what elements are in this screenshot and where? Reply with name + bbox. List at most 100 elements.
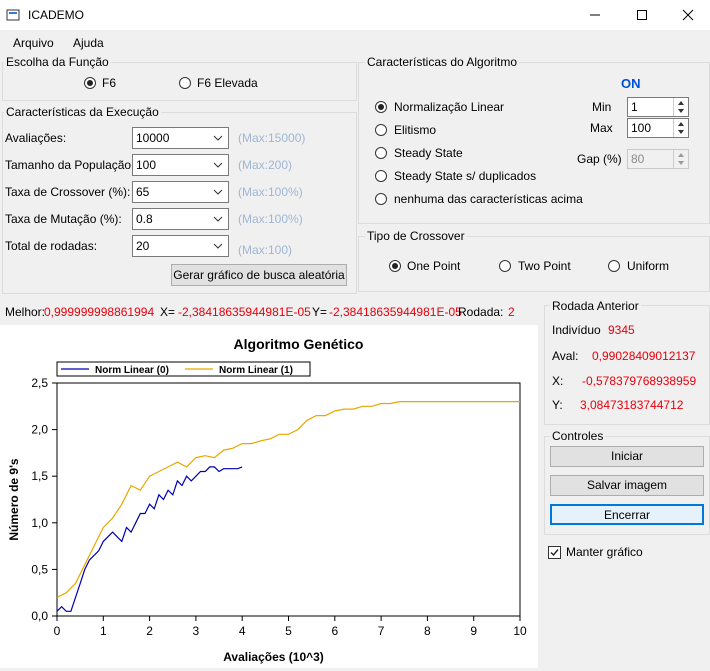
radio-elitismo[interactable] <box>375 124 387 136</box>
manter-grafico-label: Manter gráfico <box>566 545 643 559</box>
y-tick-label: 1,5 <box>31 469 48 483</box>
rodadas-hint: (Max:100) <box>238 243 293 257</box>
crossover-group-title: Tipo de Crossover <box>365 229 467 243</box>
legend-label-0: Norm Linear (0) <box>95 365 169 376</box>
populacao-value: 100 <box>136 158 157 172</box>
prev-x-value: -0,578379768938959 <box>582 374 697 388</box>
x-tick-label: 5 <box>285 624 292 638</box>
radio-f6-elevada[interactable] <box>179 77 191 89</box>
crossover-rate-hint: (Max:100%) <box>238 185 303 199</box>
x-tick-label: 7 <box>378 624 385 638</box>
rodada-label: Rodada: <box>458 305 504 319</box>
x-tick-label: 2 <box>146 624 153 638</box>
radio-nenhuma[interactable] <box>375 193 387 205</box>
y-tick-label: 1,0 <box>31 516 48 530</box>
status-x-label: X= <box>160 305 176 319</box>
maximize-button[interactable] <box>619 0 665 30</box>
rodadas-value: 20 <box>136 239 150 253</box>
algoritmo-status: ON <box>621 76 641 91</box>
y-tick-label: 2,5 <box>31 376 48 390</box>
execucao-group-title: Características da Execução <box>4 105 161 119</box>
minimize-button[interactable] <box>572 0 618 30</box>
x-tick-label: 3 <box>193 624 200 638</box>
radio-steady-state-label: Steady State <box>394 146 463 160</box>
legend-box <box>56 361 311 377</box>
salvar-imagem-button[interactable]: Salvar imagem <box>550 475 704 496</box>
x-tick-label: 10 <box>513 624 527 638</box>
radio-steady-state-sd-label: Steady State s/ duplicados <box>394 169 537 183</box>
prev-y-value: 3,08473183744712 <box>580 398 684 412</box>
avaliacoes-value: 10000 <box>136 131 170 145</box>
radio-normalizacao-label: Normalização Linear <box>394 100 505 114</box>
chart-title: Algoritmo Genético <box>234 336 364 352</box>
execucao-group <box>2 112 357 294</box>
radio-f6-elevada-label: F6 Elevada <box>197 76 258 90</box>
close-icon <box>682 9 694 21</box>
radio-one-point[interactable] <box>389 260 401 272</box>
avaliacoes-combo[interactable]: 10000 <box>132 127 229 149</box>
melhor-value: 0,999999998861994 <box>44 305 155 319</box>
chevron-down-icon <box>213 162 223 168</box>
crossover-rate-combo[interactable]: 65 <box>132 181 229 203</box>
chart-svg: Algoritmo Genético 0,0 0,5 1,0 1,5 2,0 2,5 0 1 2 3… <box>7 336 527 664</box>
menu-ajuda[interactable]: Ajuda <box>73 36 104 50</box>
close-button[interactable] <box>665 0 710 30</box>
iniciar-button[interactable]: Iniciar <box>550 446 704 467</box>
x-tick-label: 0 <box>54 624 61 638</box>
maximize-icon <box>637 10 647 20</box>
manter-grafico-checkbox[interactable] <box>548 546 561 559</box>
rodadas-combo[interactable]: 20 <box>132 235 229 257</box>
x-tick-label: 1 <box>100 624 107 638</box>
radio-f6-label: F6 <box>102 76 117 90</box>
y-tick-label: 0,5 <box>31 562 48 576</box>
avaliacoes-hint: (Max:15000) <box>238 131 306 145</box>
menu-arquivo[interactable]: Arquivo <box>13 36 54 50</box>
rodada-anterior-title: Rodada Anterior <box>550 299 641 313</box>
mutacao-combo[interactable]: 0.8 <box>132 208 229 230</box>
radio-steady-state[interactable] <box>375 147 387 159</box>
melhor-label: Melhor: <box>5 305 46 319</box>
max-spinner[interactable]: 100 <box>627 118 689 138</box>
chevron-down-icon <box>213 216 223 222</box>
checkmark-icon <box>550 549 559 557</box>
radio-one-point-label: One Point <box>407 259 461 273</box>
controles-title: Controles <box>550 429 606 443</box>
avaliacoes-label: Avaliações: <box>5 131 67 145</box>
encerrar-button[interactable]: Encerrar <box>550 504 704 525</box>
populacao-hint: (Max:200) <box>238 158 293 172</box>
mutacao-hint: (Max:100%) <box>238 212 303 226</box>
populacao-combo[interactable]: 100 <box>132 154 229 176</box>
mutacao-label: Taxa de Mutação (%): <box>5 212 122 226</box>
radio-uniform[interactable] <box>608 260 620 272</box>
rodadas-label: Total de rodadas: <box>5 239 98 253</box>
prev-y-label: Y: <box>552 398 563 412</box>
rodada-value: 2 <box>508 305 515 319</box>
chevron-down-icon <box>213 135 223 141</box>
minimize-icon <box>590 14 600 16</box>
mutacao-value: 0.8 <box>136 212 153 226</box>
legend-label-1: Norm Linear (1) <box>219 365 293 376</box>
radio-steady-state-sd[interactable] <box>375 170 387 182</box>
series-line-1 <box>56 400 520 598</box>
window-title: ICADEMO <box>28 8 85 22</box>
min-spinner[interactable]: 1 <box>627 97 689 117</box>
radio-elitismo-label: Elitismo <box>394 123 437 137</box>
app-icon <box>6 9 20 21</box>
crossover-rate-value: 65 <box>136 185 150 199</box>
x-tick-label: 4 <box>239 624 246 638</box>
individuo-value: 9345 <box>608 323 635 337</box>
random-search-button[interactable]: Gerar gráfico de busca aleatória <box>171 264 347 286</box>
radio-nenhuma-label: nenhuma das características acima <box>394 192 583 206</box>
y-tick-label: 2,0 <box>31 423 48 437</box>
radio-two-point-label: Two Point <box>518 259 571 273</box>
gap-value: 80 <box>631 152 645 166</box>
radio-two-point[interactable] <box>499 260 511 272</box>
funcao-group <box>2 62 357 101</box>
chart-panel: Algoritmo Genético 0,0 0,5 1,0 1,5 2,0 2,5 0 1 2 3… <box>0 325 538 668</box>
radio-f6[interactable] <box>84 77 96 89</box>
aval-value: 0,99028409012137 <box>592 349 696 363</box>
gap-spinner[interactable]: 80 <box>627 149 689 169</box>
radio-normalizacao[interactable] <box>375 101 387 113</box>
y-axis-label: Número de 9's <box>7 458 21 541</box>
x-tick-label: 6 <box>331 624 338 638</box>
